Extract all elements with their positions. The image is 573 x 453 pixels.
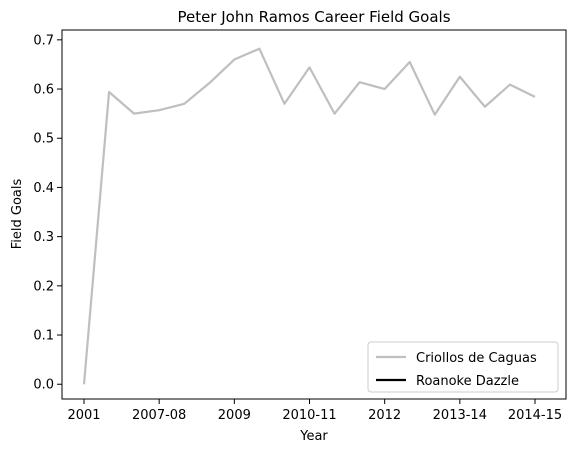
x-tick-label: 2001 xyxy=(67,408,100,423)
x-tick-label: 2012 xyxy=(368,408,401,423)
series-layer xyxy=(82,47,536,385)
y-tick-label: 0.4 xyxy=(33,181,54,196)
y-tick-label: 0.0 xyxy=(33,378,54,393)
x-axis-title: Year xyxy=(299,429,328,444)
y-tick-label: 0.7 xyxy=(33,33,54,48)
y-tick-label: 0.6 xyxy=(33,83,54,98)
plot-area-frame xyxy=(61,29,567,400)
y-tick-label: 0.5 xyxy=(33,132,54,147)
y-tick-label: 0.3 xyxy=(33,230,54,245)
y-axis-title: Field Goals xyxy=(10,179,25,250)
x-tick-label: 2010-11 xyxy=(282,408,336,423)
y-tick-label: 0.1 xyxy=(33,329,54,344)
legend-label: Criollos de Caguas xyxy=(416,351,537,366)
legend: Criollos de Caguas Roanoke Dazzle xyxy=(367,341,559,393)
x-tick-label: 2014-15 xyxy=(508,408,562,423)
x-tick-label: 2013-14 xyxy=(433,408,487,423)
y-tick-label: 0.2 xyxy=(33,279,54,294)
legend-frame xyxy=(367,341,559,393)
x-axis: 2001 2007-08 2009 2010-11 2012 2013-14 2014-15 xyxy=(67,399,562,423)
x-tick-label: 2007-08 xyxy=(132,408,186,423)
x-tick-label: 2009 xyxy=(218,408,251,423)
legend-label: Roanoke Dazzle xyxy=(416,374,519,389)
chart-title: Peter John Ramos Career Field Goals xyxy=(177,8,450,26)
y-axis: 0.0 0.1 0.2 0.3 0.4 0.5 0.6 0.7 xyxy=(33,33,62,393)
series-line xyxy=(82,47,536,385)
